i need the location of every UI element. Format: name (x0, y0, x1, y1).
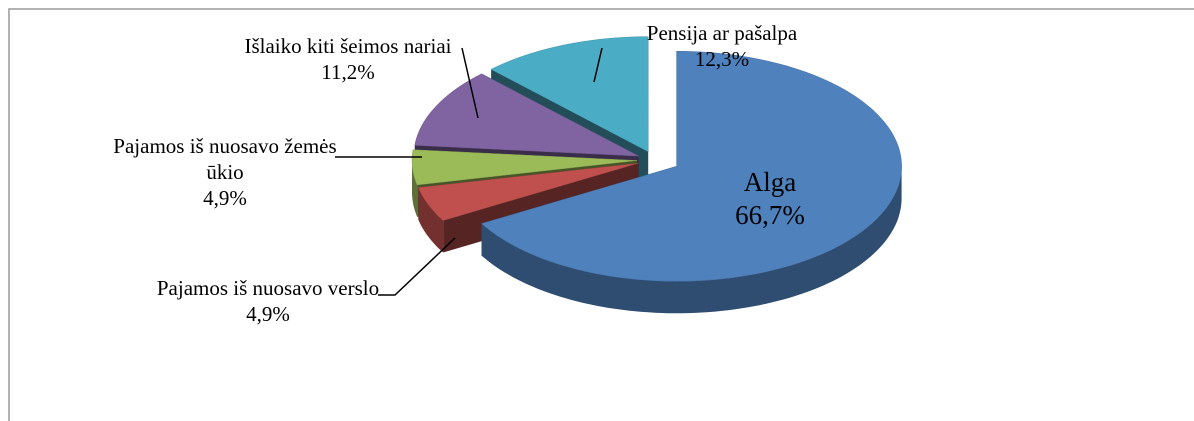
label-value: 66,7% (735, 200, 805, 230)
slice-label: Išlaiko kiti šeimos nariai 11,2% (233, 33, 463, 85)
leader-line (378, 237, 456, 296)
frame (8, 8, 1194, 421)
slice (490, 36, 649, 153)
slice-side (481, 166, 902, 314)
slice (480, 51, 902, 282)
leader-line (461, 47, 479, 119)
label-value: 4,9% (246, 302, 290, 326)
label-name: Pajamos iš nuosavo verslo (156, 276, 380, 300)
slice-label: Pajamos iš nuosavo žemės ūkio 4,9% (105, 133, 345, 211)
slices (411, 36, 902, 314)
slice-side (418, 187, 444, 253)
slice-label: Pajamos iš nuosavo verslo 4,9% (148, 275, 388, 327)
label-name: Išlaiko kiti šeimos nariai (244, 34, 452, 58)
label-name: Pajamos iš nuosavo žemės ūkio (113, 134, 337, 184)
leader-line (593, 47, 603, 83)
label-value: 4,9% (203, 186, 247, 210)
slice-label: Alga 66,7% (670, 166, 870, 232)
slice-label: Pensija ar pašalpa 12,3% (592, 20, 852, 72)
leaders (335, 47, 603, 296)
slice-side (412, 160, 418, 217)
slice (411, 149, 638, 186)
label-name: Alga (743, 167, 797, 197)
label-value: 12,3% (694, 47, 750, 71)
label-value: 11,2% (321, 60, 375, 84)
label-name: Pensija ar pašalpa (646, 21, 798, 45)
slice (417, 162, 639, 221)
slice (414, 73, 639, 157)
